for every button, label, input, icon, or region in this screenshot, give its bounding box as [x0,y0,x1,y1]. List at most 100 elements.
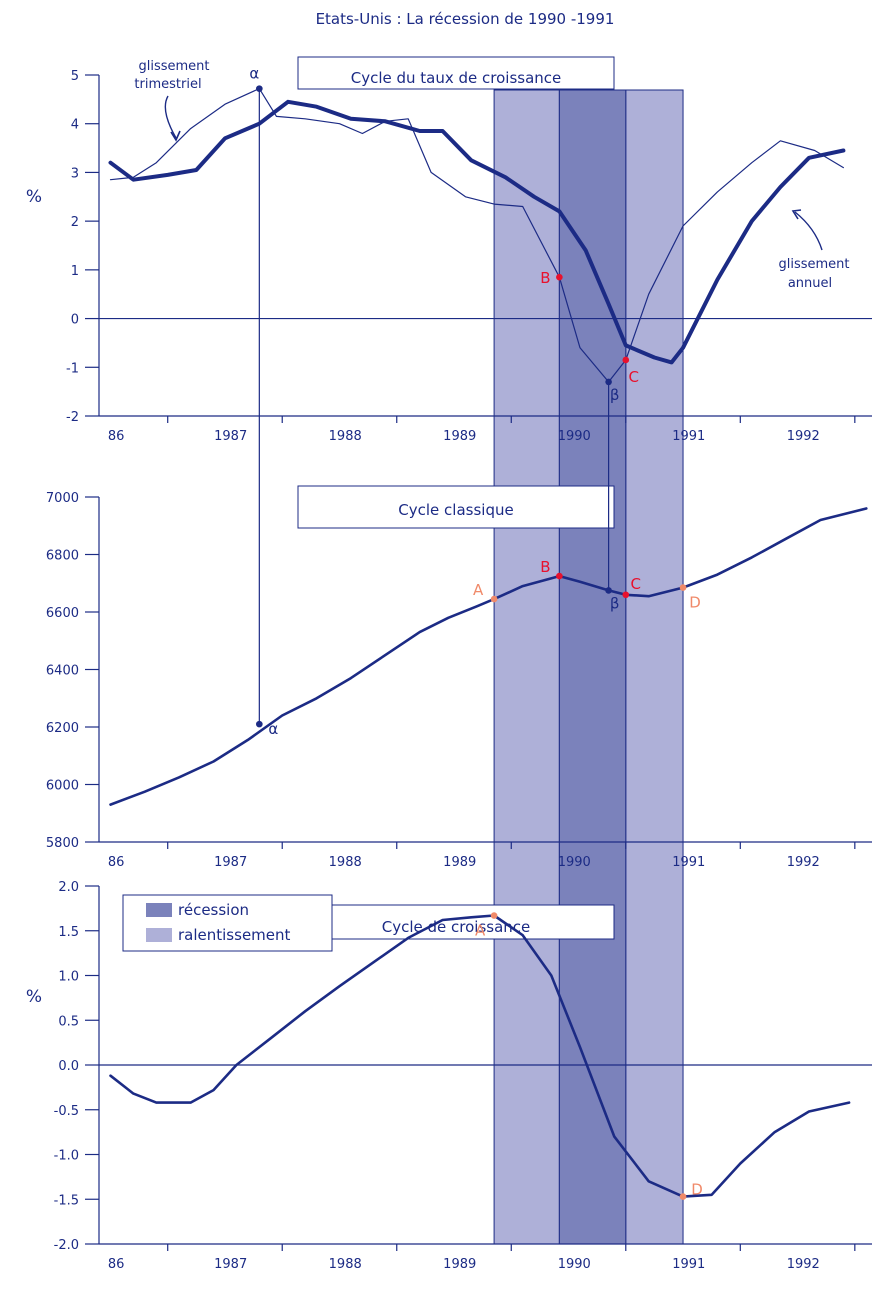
panel-title: Cycle du taux de croissance [351,69,562,87]
y-tick-label: 2 [71,215,79,230]
annotation-arrow [164,95,177,139]
y-tick-label: 0 [71,313,79,328]
x-tick-label: 1987 [214,1257,247,1272]
x-tick-label: 1989 [443,1257,476,1272]
x-tick-label: 86 [108,429,125,444]
x-tick-label: 1989 [443,855,476,870]
annotation-quarterly: trimestriel [134,77,201,92]
x-tick-label: 1991 [672,855,705,870]
panel-title: Cycle classique [398,501,513,519]
x-tick-label: 1990 [558,429,591,444]
point-label: α [249,65,259,83]
point-A [490,595,498,603]
panel-3: Cycle de croissance 2.0 1.5 1.0 0.5 0.0 -0.5 -1… [26,880,872,1272]
series-line-1 [109,507,868,806]
panel-title-box [297,56,615,90]
point-label: B [540,558,550,576]
y-tick-label: 7000 [46,491,79,506]
y-tick-label: 0.0 [58,1059,79,1074]
series-line-2 [108,99,846,365]
point-A [490,912,498,919]
x-tick-label: 86 [108,1257,125,1272]
arrow-head-icon [791,209,802,220]
legend-label-slowdown: ralentissement [178,926,291,944]
slowdown-band [493,89,560,1245]
y-tick-label: 4 [71,118,79,133]
point-label: C [629,368,639,386]
x-tick-label: 1990 [558,855,591,870]
y-tick-label: 1.5 [58,925,79,940]
annotation-annual: glissement [778,257,849,272]
x-tick-label: 1992 [787,429,820,444]
y-axis-label: % [26,987,42,1007]
point-label: β [610,386,620,404]
point-C [622,356,630,364]
legend-swatch-recession [146,903,172,917]
point-C [622,591,630,599]
y-tick-label: -1 [66,361,79,376]
point-label: C [631,575,641,593]
x-tick-label: 1988 [329,429,362,444]
y-axis-label: % [26,187,42,207]
x-tick-label: 1988 [329,1257,362,1272]
x-tick-label: 1990 [558,1257,591,1272]
y-tick-label: 1 [71,264,79,279]
legend-label-recession: récession [178,901,249,919]
point-label: α [268,720,278,738]
point-D [679,1193,687,1200]
point-B [556,273,563,281]
y-tick-label: 3 [71,166,79,181]
y-tick-label: 5 [71,69,79,84]
series-line-1 [109,87,845,383]
x-tick-label: 1989 [443,429,476,444]
series-line-1 [109,914,851,1198]
y-tick-label: -1.5 [54,1193,79,1208]
point-B [556,572,563,580]
alpha-beta-connectors [258,88,610,725]
annotation-arrow [794,211,823,251]
point-D [679,584,687,591]
x-tick-label: 86 [108,855,125,870]
y-tick-label: 2.0 [58,880,79,895]
legend-swatch-slowdown [146,928,172,942]
legend: récession ralentissement [122,894,333,952]
y-tick-label: 6600 [46,606,79,621]
y-tick-label: -0.5 [54,1104,79,1119]
point-label: B [540,269,550,287]
y-tick-label: -2.0 [54,1238,79,1253]
y-tick-label: 1.0 [58,970,79,985]
x-tick-label: 1987 [214,855,247,870]
point-label: β [610,594,620,612]
y-tick-label: 5800 [46,836,79,851]
y-tick-label: 0.5 [58,1014,79,1029]
y-tick-label: 6400 [46,664,79,679]
y-tick-label: 6000 [46,779,79,794]
figure-title: Etats-Unis : La récession de 1990 -1991 [316,10,615,28]
point-label: A [475,922,486,940]
x-tick-label: 1991 [672,429,705,444]
x-tick-label: 1988 [329,855,362,870]
y-tick-label: 6800 [46,549,79,564]
recession-band [558,89,627,1245]
x-tick-label: 1991 [672,1257,705,1272]
slowdown-band [625,89,684,1245]
panel-2: Cycle classique 7000 6800 6600 6400 6200 6000 5… [46,485,872,870]
x-tick-label: 1987 [214,429,247,444]
x-tick-label: 1992 [787,855,820,870]
annotation-quarterly: glissement [138,59,209,74]
panel-title: Cycle de croissance [382,918,531,936]
y-tick-label: 6200 [46,721,79,736]
point-label: D [689,594,701,612]
chart-panels: Cycle du taux de croissance 5 4 3 2 1 0 -1 -2 86 1… [26,56,872,1272]
x-tick-label: 1992 [787,1257,820,1272]
panel-1: Cycle du taux de croissance 5 4 3 2 1 0 -1 -2 86 1… [26,56,872,444]
arrow-head-icon [170,130,181,142]
point-label: D [691,1181,703,1199]
point-label: A [473,581,484,599]
panel-title-box [297,485,615,529]
y-tick-label: -2 [66,410,79,425]
y-tick-label: -1.0 [54,1149,79,1164]
annotation-annual: annuel [788,276,832,291]
panel-title-box [297,904,615,940]
